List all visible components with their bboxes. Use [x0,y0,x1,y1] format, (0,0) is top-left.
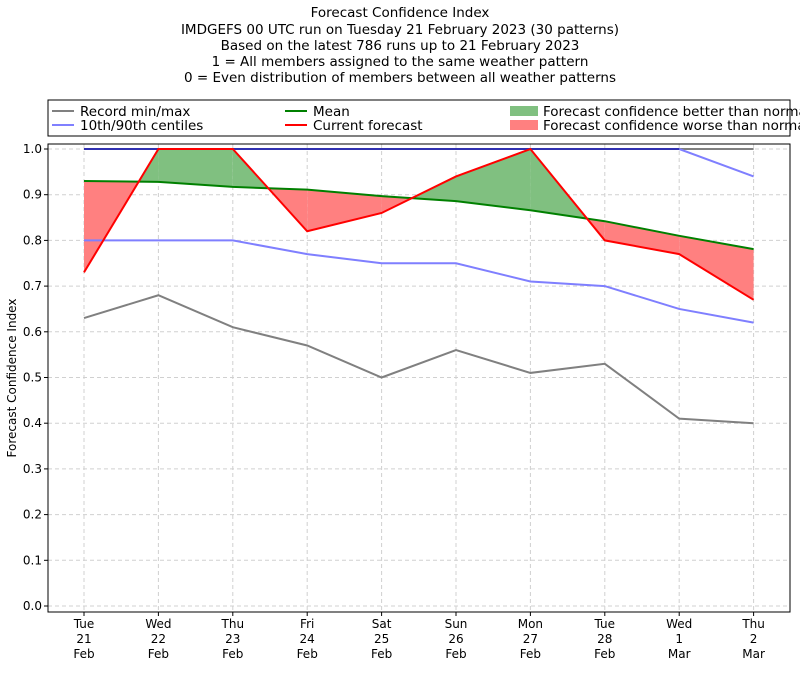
chart-subtitle-2: Based on the latest 786 runs up to 21 Fe… [220,38,580,54]
y-tick-label: 0.0 [23,599,42,613]
y-tick-label: 0.1 [23,553,42,567]
x-tick-label: Feb [520,647,541,661]
x-tick-label: 26 [448,632,463,646]
record-min-line [83,294,754,425]
y-tick-label: 0.7 [23,279,42,293]
x-tick-label: Tue [73,617,95,631]
x-tick-label: Feb [594,647,615,661]
y-tick-label: 0.6 [23,325,42,339]
y-tick-label: 0.2 [23,508,42,522]
x-tick-label: Feb [222,647,243,661]
x-tick-label: 21 [76,632,91,646]
x-tick-label: Feb [445,647,466,661]
x-tick-label: 1 [675,632,683,646]
y-tick-label: 0.8 [23,233,42,247]
x-tick-label: 27 [523,632,538,646]
x-tick-label: Feb [73,647,94,661]
x-tick-label: Sun [445,617,468,631]
y-tick-label: 0.9 [23,188,42,202]
x-tick-label: Wed [145,617,171,631]
x-tick-label: Sat [372,617,392,631]
legend-label: Current forecast [313,118,423,134]
p10-line [84,239,754,324]
legend-label: Forecast confidence worse than normal [543,118,800,134]
x-tick-label: Mon [518,617,543,631]
mean-line [83,179,754,251]
legend-label: 10th/90th centiles [80,118,203,134]
x-tick-label: Feb [371,647,392,661]
x-tick-label: Mar [742,647,765,661]
x-tick-label: Tue [594,617,616,631]
x-tick-label: 2 [750,632,758,646]
plot-frame [47,143,791,613]
confidence-fill [456,149,531,211]
x-tick-label: Thu [221,617,245,631]
x-tick-label: 25 [374,632,389,646]
legend-label: Mean [313,104,350,120]
confidence-fill [604,221,680,255]
y-tick-label: 0.4 [23,416,42,430]
x-tick-label: Wed [666,617,692,631]
x-tick-label: 28 [597,632,612,646]
y-tick-label: 0.3 [23,462,42,476]
legend-label: Record min/max [80,104,190,120]
y-tick-label: 0.5 [23,371,42,385]
confidence-fill [679,235,754,300]
x-tick-label: Mar [668,647,691,661]
x-tick-label: Fri [300,617,314,631]
x-tick-label: Thu [741,617,765,631]
chart-subtitle-3: 1 = All members assigned to the same wea… [211,54,589,70]
confidence-fill [158,149,233,187]
chart-subtitle-4: 0 = Even distribution of members between… [183,70,617,86]
legend-swatch [510,106,538,116]
current-forecast-line [83,147,755,301]
legend-swatch [510,120,538,130]
legend-box [47,99,791,137]
chart-subtitle-1: IMDGEFS 00 UTC run on Tuesday 21 Februar… [180,22,620,38]
x-tick-label: Feb [297,647,318,661]
x-tick-label: 23 [225,632,240,646]
chart-title: Forecast Confidence Index [310,5,490,21]
x-tick-label: Feb [148,647,169,661]
y-axis-label: Forecast Confidence Index [5,299,19,458]
x-tick-label: 24 [300,632,315,646]
x-tick-label: 22 [151,632,166,646]
y-tick-label: 1.0 [23,142,42,156]
confidence-fill [307,189,382,232]
legend-label: Forecast confidence better than normal [543,104,800,120]
